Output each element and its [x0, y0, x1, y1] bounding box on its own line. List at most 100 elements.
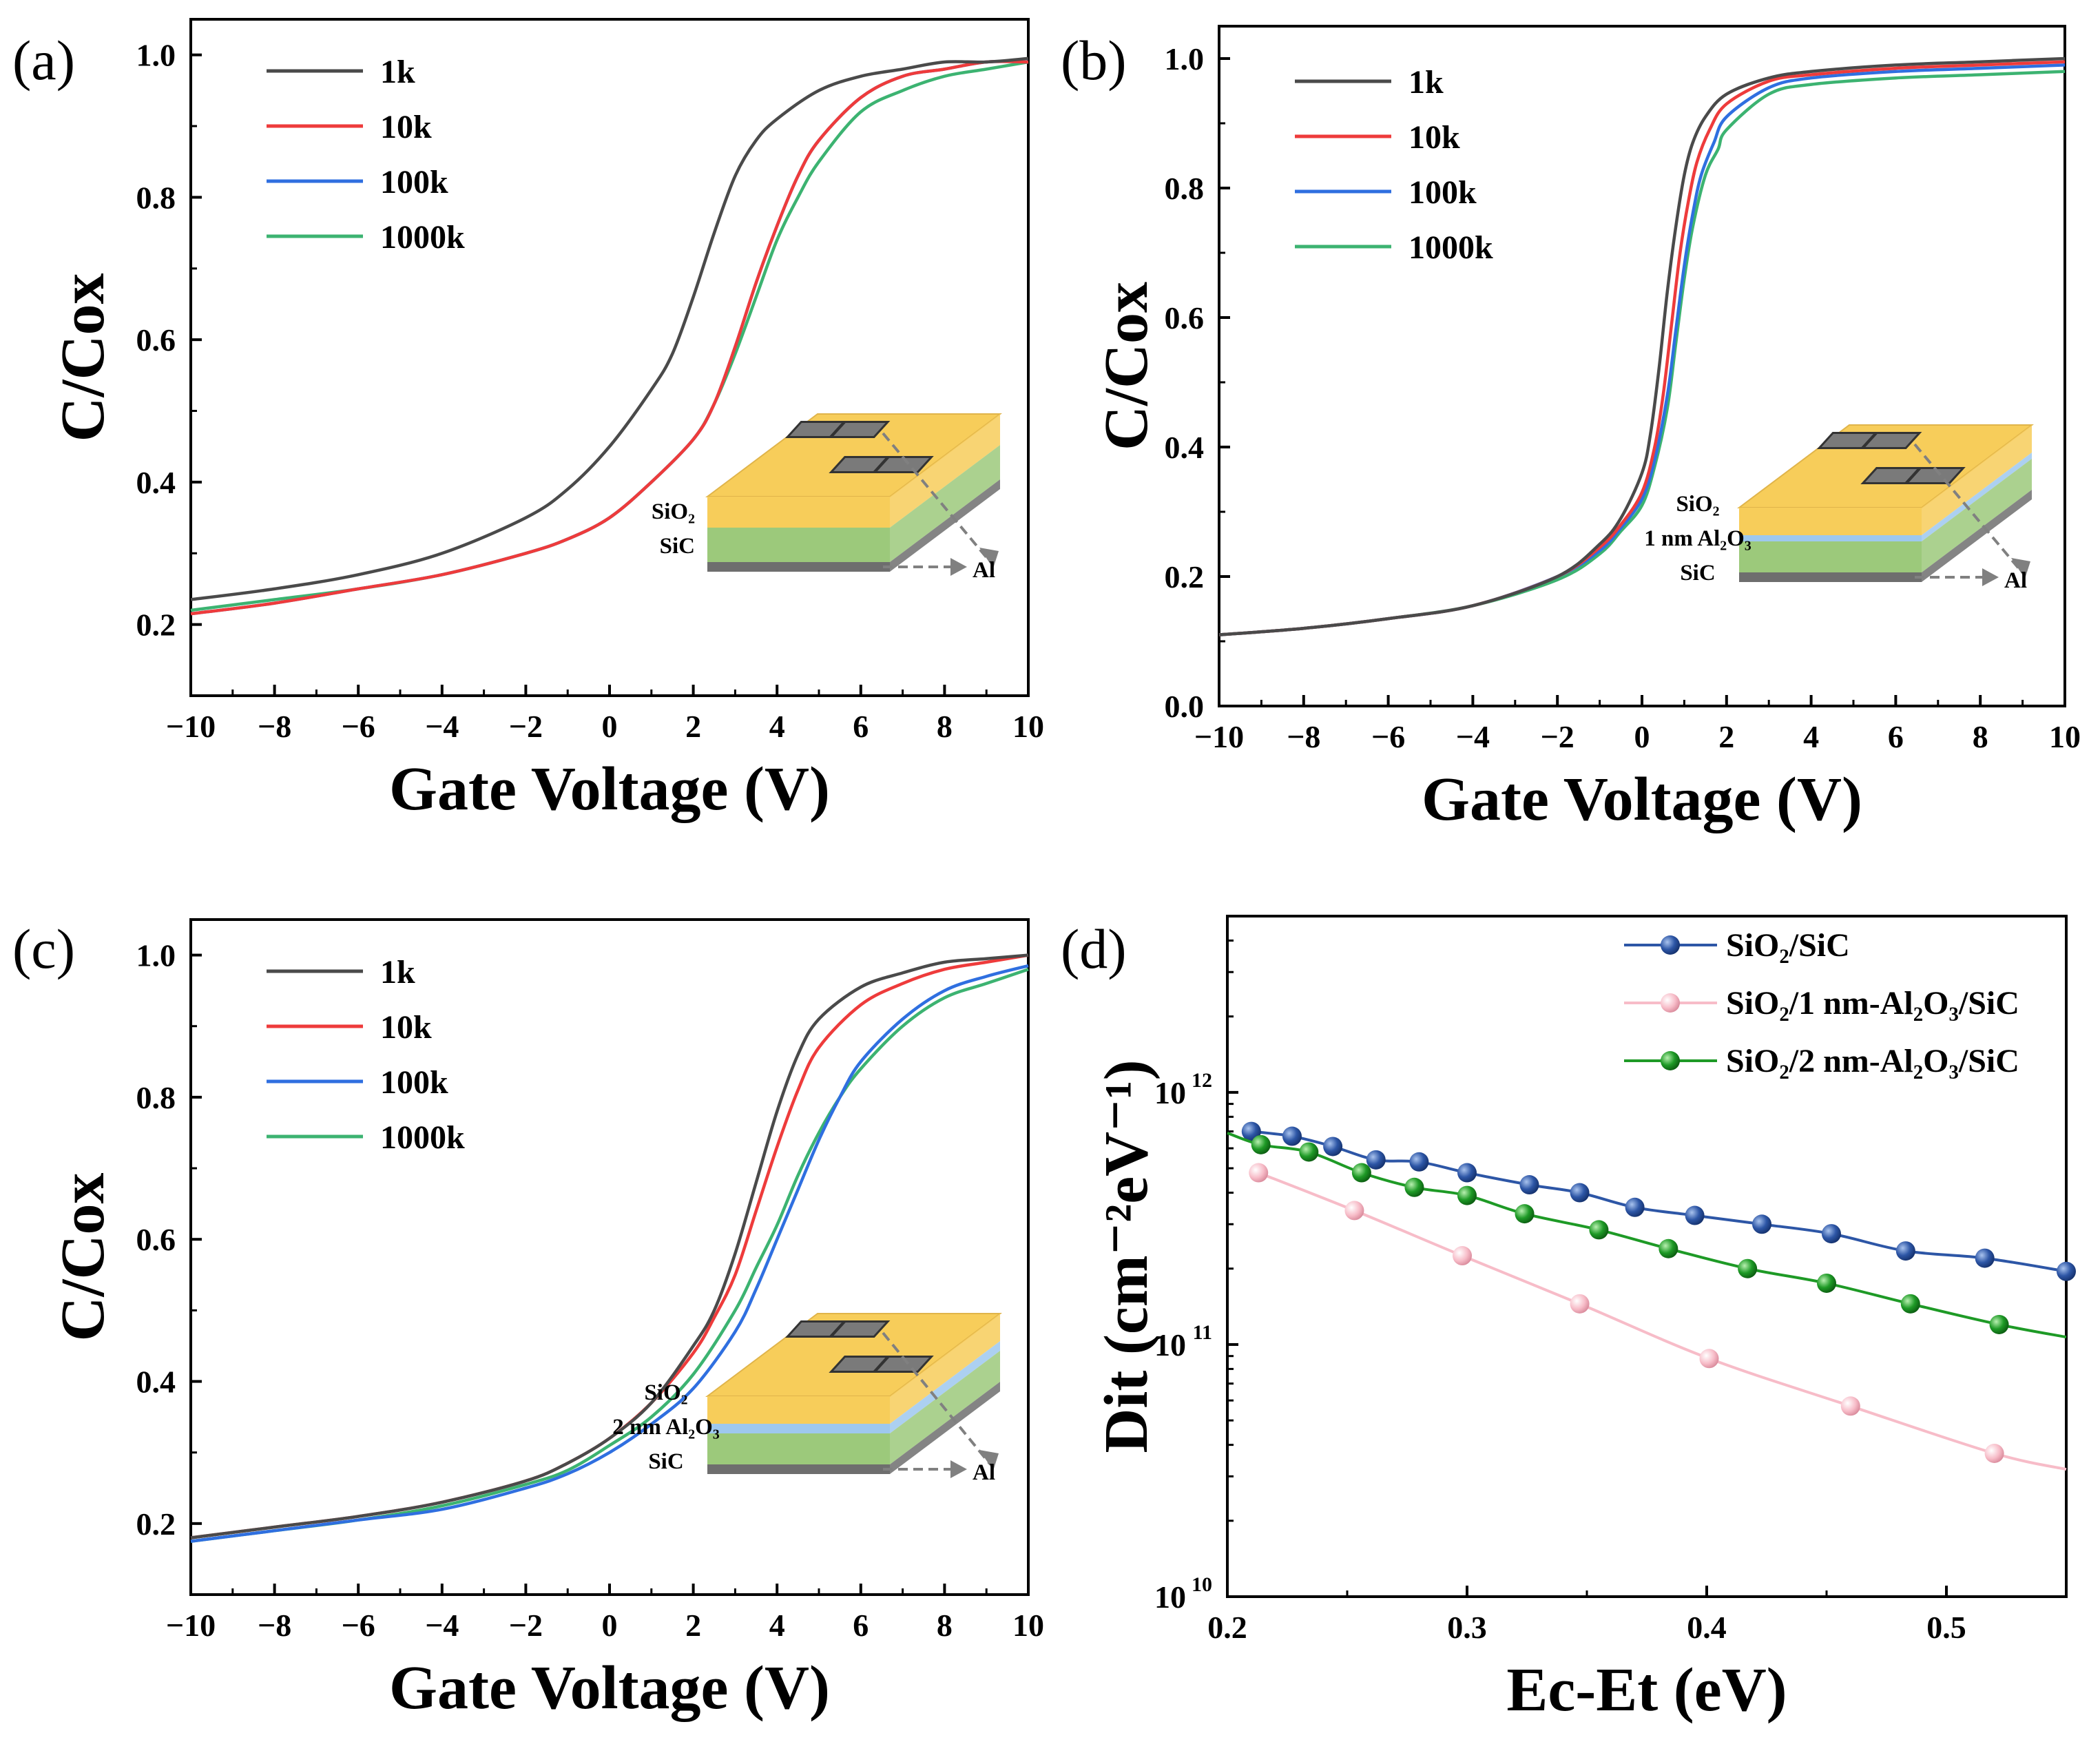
y-tick-label: 0.4	[1165, 430, 1205, 465]
legend-label: 1k	[1408, 64, 1444, 101]
data-point	[1404, 1177, 1424, 1197]
y-tick-label: 1.0	[136, 38, 176, 73]
x-axis-title: Gate Voltage (V)	[389, 755, 830, 823]
inset-contact-pad	[829, 1320, 891, 1338]
series-line-100k	[190, 964, 1029, 1543]
inset-layer-side	[890, 1314, 1000, 1424]
legend-label: 1k	[380, 54, 415, 90]
inset-contact-pad	[873, 456, 934, 473]
inset-layer-front	[707, 1464, 890, 1474]
legend-label: 1k	[380, 954, 415, 991]
inset-arrowhead	[950, 1460, 967, 1478]
x-tick-label: 2	[685, 1608, 701, 1643]
x-axis-title: Gate Voltage (V)	[1422, 765, 1862, 833]
inset-label-al: Al	[973, 1460, 995, 1485]
legend-marker	[1661, 993, 1680, 1013]
data-point	[1625, 1197, 1645, 1217]
y-tick-label: 0.8	[136, 1080, 176, 1115]
inset-layer-front	[707, 497, 890, 528]
y-axis-title: Dit (cm⁻²eV⁻¹)	[1092, 1059, 1161, 1453]
x-tick-label: 8	[937, 1608, 953, 1643]
inset-layer-front	[707, 562, 890, 572]
inset-arrowhead	[979, 1450, 999, 1471]
data-point	[1241, 1121, 1261, 1141]
x-tick-label: 8	[1973, 719, 1988, 754]
inset-contact-pad	[829, 421, 891, 438]
legend-label: 10k	[380, 109, 432, 145]
x-axis-title: Ec-Et (eV)	[1506, 1656, 1787, 1724]
data-point	[1453, 1246, 1473, 1266]
data-point	[2057, 1261, 2076, 1281]
x-tick-label: 10	[1012, 1608, 1044, 1643]
device-inset: Al SiO₂ SiC	[652, 413, 1002, 583]
panel-0: −10 −8 −6 −4 −2 0 2 4 6 8 10 0.2 0.4 0.6 0.8 1.0 Gate Vo…	[12, 18, 1044, 823]
inset-layer-front	[707, 528, 890, 562]
y-tick-label: 0.6	[136, 1222, 176, 1257]
y-tick-label: 10	[1154, 1579, 1186, 1615]
data-point	[1515, 1204, 1535, 1224]
y-tick-label: 0.0	[1165, 689, 1205, 724]
data-point	[1323, 1137, 1343, 1157]
x-tick-label: 6	[853, 709, 869, 744]
inset-layer-side	[890, 1382, 1000, 1474]
x-tick-label: 2	[1718, 719, 1734, 754]
data-point	[1738, 1258, 1758, 1278]
y-axis-title: C/Cox	[49, 273, 117, 442]
x-tick-label: −8	[258, 1608, 291, 1643]
x-tick-label: −10	[1194, 719, 1244, 754]
series-line-1k	[190, 56, 1029, 601]
data-point	[1699, 1349, 1719, 1369]
inset-arrow	[882, 1331, 991, 1465]
data-point	[1570, 1294, 1590, 1314]
inset-arrow	[882, 432, 991, 563]
data-point	[1344, 1201, 1364, 1221]
inset-label-sio2: SiO₂	[644, 1380, 687, 1405]
inset-layer-side	[890, 445, 1000, 562]
x-tick-label: −6	[342, 709, 375, 744]
y-axis-title: C/Cox	[49, 1173, 117, 1342]
plot-frame-1	[1218, 25, 2066, 707]
data-point	[1251, 1134, 1271, 1154]
inset-contact-pad	[1904, 467, 1966, 484]
data-point	[1249, 1163, 1269, 1183]
x-tick-label: 6	[1888, 719, 1904, 754]
series-line-1000k	[190, 968, 1029, 1543]
y-tick-label: 0.8	[1165, 171, 1205, 206]
x-tick-label: 6	[853, 1608, 869, 1643]
y-tick-label: 10	[1154, 1075, 1186, 1110]
legend-label: 1000k	[1408, 229, 1493, 266]
series-line-10k	[190, 60, 1029, 616]
y-tick-label: 0.2	[136, 608, 176, 643]
inset-layer-front	[707, 1433, 890, 1464]
y-tick-label: 10	[1154, 1327, 1186, 1362]
y-tick-label: 0.8	[136, 180, 176, 215]
inset-layer-side	[1922, 490, 2032, 582]
inset-arrowhead	[1982, 568, 1999, 586]
inset-label-al: Al	[2004, 568, 2027, 593]
data-point	[1752, 1214, 1772, 1234]
inset-layer-side	[1922, 459, 2032, 572]
panel-3: 0.2 0.3 0.4 0.5 10 10 10 11 10 12 Ec-Et (eV) Dit (c…	[1061, 915, 2076, 1724]
y-axis-title: C/Cox	[1092, 282, 1161, 450]
x-tick-label: 2	[685, 709, 701, 744]
x-tick-label: −2	[509, 709, 543, 744]
legend-label: SiO₂/2 nm-Al₂O₃/SiC	[1726, 1043, 2019, 1079]
inset-layer-front	[1739, 541, 1922, 572]
data-point	[1519, 1175, 1539, 1195]
series-line-1k	[1218, 56, 2066, 636]
x-tick-label: 0.5	[1926, 1610, 1966, 1645]
panel-2: −10 −8 −6 −4 −2 0 2 4 6 8 10 0.2 0.4 0.6 0.8 1.0 Gate Vo…	[12, 917, 1044, 1722]
inset-layer-side	[1922, 453, 2032, 541]
inset-contact-pad	[873, 1356, 934, 1373]
data-point	[1975, 1248, 1995, 1268]
y-tick-label: 0.4	[136, 465, 176, 500]
panel-letter: (d)	[1061, 917, 1127, 980]
y-tick-label: 0.6	[136, 322, 176, 357]
x-tick-label: −2	[509, 1608, 543, 1643]
inset-label-sio2: SiO₂	[652, 499, 695, 524]
panel-letter: (a)	[12, 29, 75, 92]
x-tick-label: 10	[1012, 709, 1044, 744]
panel-letter: (b)	[1061, 29, 1127, 92]
x-tick-label: 8	[937, 709, 953, 744]
legend-marker	[1661, 1051, 1680, 1070]
